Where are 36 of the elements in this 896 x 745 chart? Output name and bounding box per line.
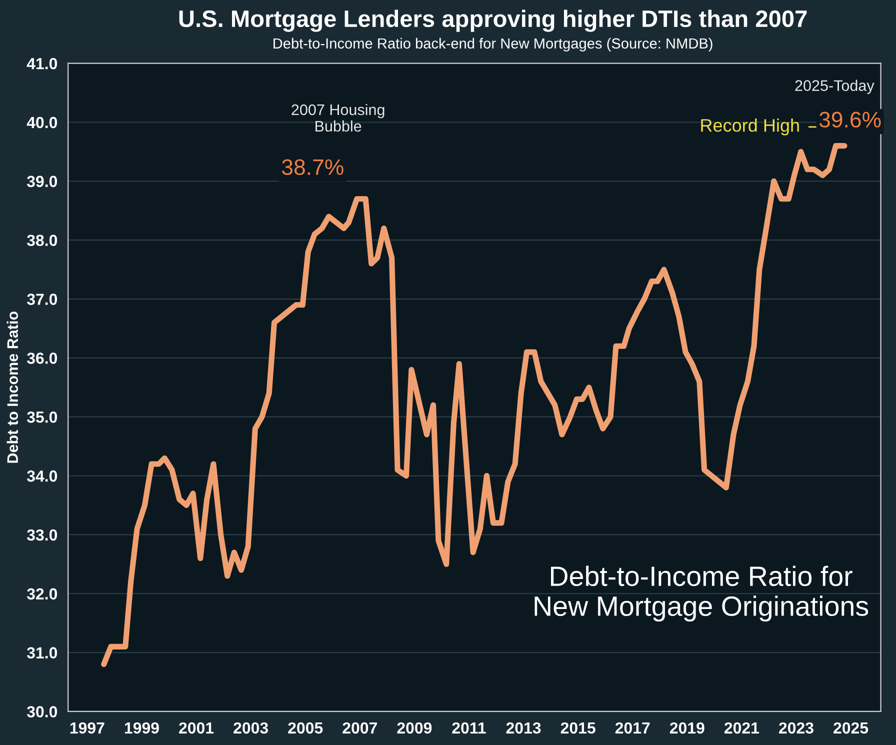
y-axis-title: Debt to Income Ratio [6, 312, 18, 463]
y-tick-label: 32.0 [26, 588, 58, 600]
y-tick-label: 31.0 [26, 647, 58, 659]
y-tick-label: 41.0 [26, 58, 58, 70]
annotation: Debt-to-Income Ratio for New Mortgage Originations [534, 566, 868, 622]
y-tick-label: 37.0 [26, 294, 58, 305]
annotation: 39.6% [819, 112, 881, 128]
x-tick-label: 2003 [234, 722, 268, 734]
y-tick-label: 33.0 [26, 529, 58, 541]
x-tick-label: 2005 [288, 722, 323, 734]
y-tick-label: 36.0 [26, 352, 58, 364]
x-tick-label: 2017 [615, 722, 650, 734]
x-tick-label: 2023 [779, 722, 814, 734]
x-tick-label: 2015 [560, 722, 596, 734]
annotation: 2007 Housing Bubble [292, 104, 384, 132]
chart-title: U.S. Mortgage Lenders approving higher DTIs than 2007 [179, 10, 807, 32]
y-tick-label: 40.0 [26, 116, 58, 128]
y-tick-label: 34.0 [26, 470, 58, 482]
annotation: Record High [701, 118, 799, 136]
x-tick-label: 1999 [124, 722, 159, 734]
x-tick-label: 2025 [834, 722, 868, 734]
x-tick-label: 2001 [179, 722, 214, 734]
y-tick-label: 39.0 [26, 176, 58, 188]
x-tick-label: 2009 [397, 722, 432, 734]
annotation: 2025-Today [795, 80, 874, 94]
x-tick-label: 2011 [452, 722, 486, 734]
x-tick-label: 1997 [70, 722, 104, 734]
annotation: 38.7% [282, 159, 344, 176]
x-tick-label: 2013 [506, 722, 541, 734]
x-tick-label: 2019 [670, 722, 704, 734]
chart-subtitle: Debt-to-Income Ratio back-end for New Mortgages (Source: NMDB) [274, 38, 712, 52]
x-tick-label: 2007 [342, 722, 377, 734]
y-tick-label: 38.0 [26, 234, 58, 246]
x-tick-label: 2021 [724, 722, 760, 734]
y-tick-label: 35.0 [26, 411, 58, 423]
y-tick-label: 30.0 [26, 706, 58, 718]
